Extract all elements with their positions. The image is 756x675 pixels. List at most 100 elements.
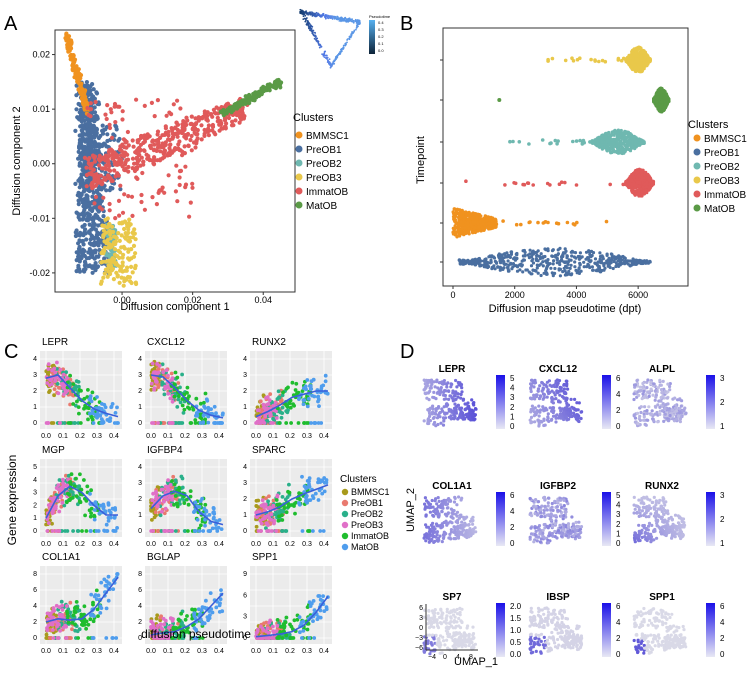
scatter-point [206, 133, 211, 138]
scatter-point [112, 104, 117, 109]
swarm-point [644, 188, 648, 192]
scatter-point [147, 158, 152, 163]
scatter-point [100, 128, 105, 133]
inset-point [304, 14, 307, 17]
swarm-point [522, 182, 527, 187]
swarm-point [469, 212, 473, 216]
scatter-point [177, 182, 182, 188]
swarm-point [460, 226, 464, 230]
inset-point [311, 32, 314, 35]
panel-a-ticks: 0.00 0.02 0.040.020.010.00-0.01-0.02 [29, 50, 272, 305]
scatter-point [176, 146, 181, 151]
inset-point [350, 33, 353, 36]
scatter-point [98, 142, 103, 147]
swarm-point [632, 181, 636, 185]
scatter-point [145, 135, 150, 140]
scatter-point [161, 151, 166, 156]
scatter-point [109, 268, 114, 273]
scatter-point [74, 269, 79, 274]
scatter-point [124, 231, 130, 237]
y-tick-label: 0.02 [32, 50, 50, 60]
swarm-point [660, 108, 664, 113]
x-tick-label: 0.04 [254, 295, 272, 305]
scatter-point [76, 241, 81, 246]
scatter-point [86, 188, 91, 193]
swarm-point [620, 132, 624, 136]
inset-tick-label: 0.2 [378, 34, 384, 39]
scatter-point [183, 182, 189, 187]
scatter-point [155, 129, 161, 134]
scatter-point [129, 280, 134, 286]
scatter-point [107, 153, 112, 158]
scatter-point [103, 112, 108, 117]
inset-point [322, 53, 325, 56]
scatter-point [118, 153, 123, 158]
swarm-point [503, 183, 507, 187]
legend-label: PreOB2 [306, 159, 342, 170]
scatter-point [80, 200, 85, 205]
scatter-point [151, 162, 157, 167]
scatter-point [101, 214, 106, 219]
scatter-point [100, 123, 105, 128]
scatter-point [97, 247, 102, 253]
scatter-point [170, 136, 175, 141]
scatter-point [79, 179, 84, 184]
scatter-point [202, 109, 207, 114]
scatter-point [278, 80, 283, 85]
swarm-point [632, 175, 636, 180]
scatter-point [152, 114, 157, 119]
scatter-point [91, 87, 96, 92]
scatter-point [193, 145, 198, 150]
inset-point [312, 29, 315, 32]
scatter-point [90, 194, 95, 199]
scatter-point [108, 259, 113, 265]
scatter-point [135, 161, 140, 166]
scatter-point [92, 256, 97, 261]
scatter-point [196, 115, 201, 120]
swarm-point [475, 216, 479, 220]
inset-tick-label: 0.3 [378, 27, 384, 32]
scatter-point [116, 138, 121, 143]
scatter-point [105, 238, 110, 243]
scatter-point [175, 98, 180, 103]
scatter-point [152, 147, 157, 152]
swarm-point [458, 232, 463, 236]
scatter-point [76, 265, 81, 270]
swarm-point [608, 133, 612, 137]
scatter-point [218, 109, 223, 115]
scatter-point [222, 124, 227, 129]
inset-point [324, 15, 327, 18]
swarm-point [615, 149, 619, 153]
swarm-point [631, 173, 635, 177]
scatter-point [85, 105, 90, 111]
swarm-point [600, 58, 605, 63]
scatter-point [189, 148, 194, 153]
inset-point [346, 39, 348, 41]
scatter-point [211, 107, 216, 112]
scatter-point [122, 226, 127, 232]
scatter-point [88, 134, 93, 139]
scatter-point [154, 202, 159, 207]
swarm-point [596, 136, 600, 140]
swarm-point [571, 139, 575, 144]
scatter-point [73, 181, 78, 186]
scatter-point [115, 274, 120, 279]
scatter-point [237, 102, 243, 107]
swarm-point [548, 183, 552, 187]
scatter-point [120, 255, 125, 260]
scatter-point [76, 253, 81, 258]
scatter-point [87, 156, 92, 161]
scatter-point [92, 135, 97, 140]
inset-point [302, 18, 305, 20]
swarm-point [601, 146, 605, 150]
inset-colorbar [369, 20, 375, 54]
inset-tick-label: 0.1 [378, 41, 384, 46]
swarm-point [458, 208, 462, 212]
scatter-point [78, 230, 83, 235]
swarm-point [613, 138, 618, 142]
scatter-point [257, 93, 262, 98]
scatter-point [193, 121, 198, 127]
scatter-point [78, 144, 83, 149]
scatter-point [185, 131, 191, 137]
scatter-point [142, 148, 147, 153]
